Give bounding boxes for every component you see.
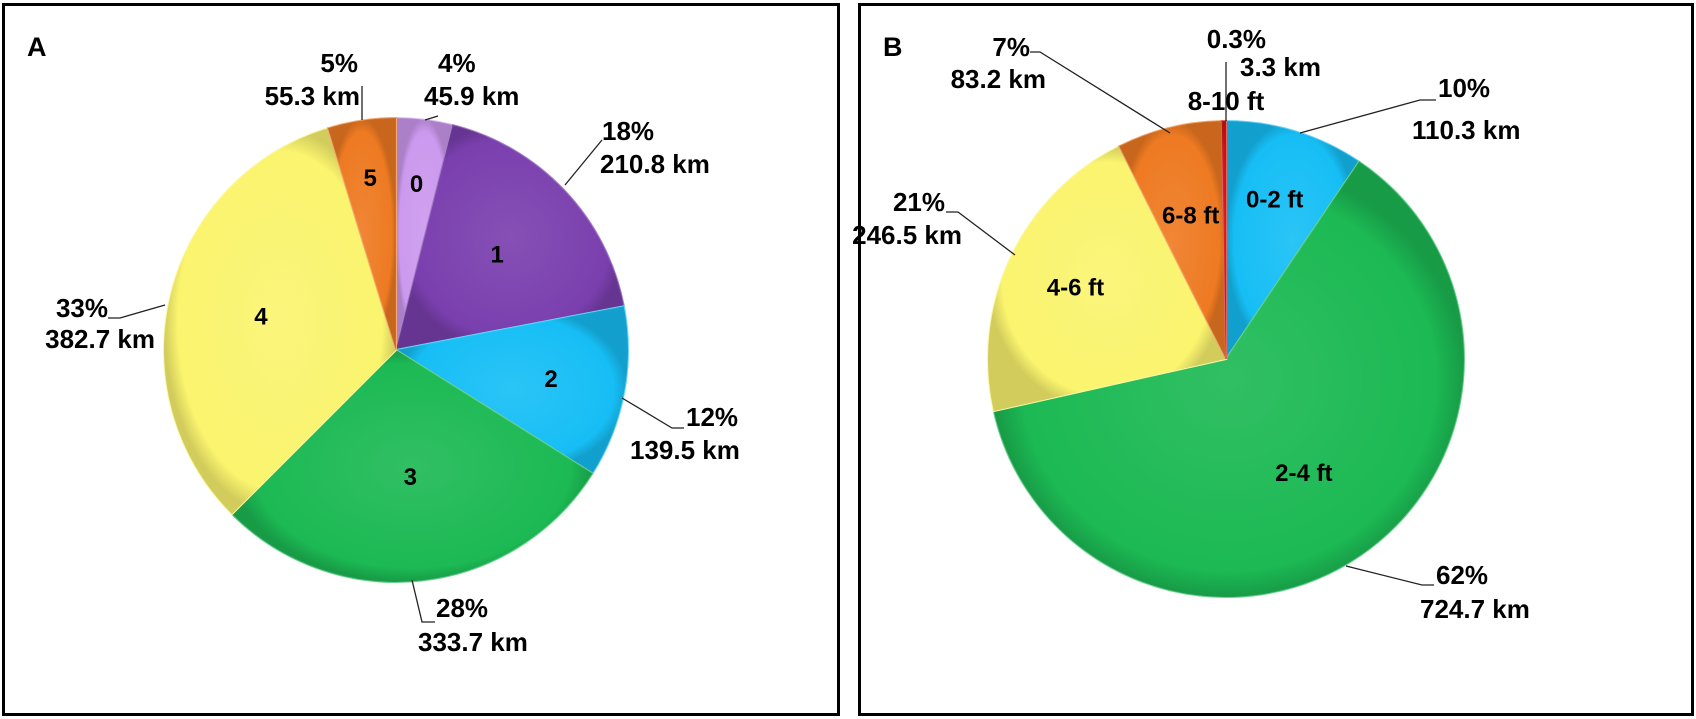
slice-percent-label: 10% — [1438, 73, 1490, 103]
slice-label: 3 — [404, 464, 417, 491]
panel-label: B — [883, 32, 903, 62]
slice-percent-label: 18% — [602, 116, 654, 146]
slice-label: 4-6 ft — [1047, 275, 1104, 302]
slice-length-label: 210.8 km — [600, 149, 710, 179]
pie-slice-shade — [1226, 121, 1360, 359]
slice-label: 0-2 ft — [1246, 187, 1303, 214]
leader-line — [424, 115, 439, 121]
slice-percent-label: 7% — [992, 32, 1030, 62]
leader-line — [946, 211, 1016, 256]
slice-percent-label: 21% — [893, 187, 945, 217]
slice-percent-label: 12% — [686, 402, 738, 432]
pie-labels: 0 4%45.9 km 1 18%210.8 km 2 12%139.5 km 3 28% 33… — [45, 48, 740, 657]
slice-label: 2-4 ft — [1275, 460, 1332, 487]
slice-length-label: 139.5 km — [630, 435, 740, 465]
pie-slice-shade — [1221, 121, 1226, 359]
slice-length-label: 333.7 km — [418, 627, 528, 657]
leader-line — [564, 139, 603, 186]
slice-label: 2 — [544, 366, 557, 393]
pie-slice-shade — [163, 128, 396, 515]
slice-length-label: 246.5 km — [852, 220, 962, 250]
pie-slice-shade — [327, 118, 396, 350]
leader-line — [1299, 99, 1436, 134]
leader-line — [1030, 51, 1171, 134]
leader-line — [108, 304, 166, 319]
slice-percent-label: 28% — [436, 593, 488, 623]
panel-label: A — [27, 32, 47, 62]
slice-label: 6-8 ft — [1162, 203, 1219, 230]
slice-percent-label: 62% — [1436, 560, 1488, 590]
slice-percent-label: 0.3% — [1207, 24, 1266, 54]
slice-length-label: 3.3 km — [1240, 52, 1321, 82]
pie-slice-shade — [396, 306, 628, 474]
slice-length-label: 110.3 km — [1412, 115, 1520, 145]
slice-label: 5 — [364, 165, 377, 192]
slice-length-label: 55.3 km — [265, 81, 360, 111]
slice-length-label: 724.7 km — [1420, 594, 1530, 624]
slice-label: 0 — [410, 171, 423, 198]
slice-length-label: 45.9 km — [424, 81, 519, 111]
pie-slice-shade — [993, 161, 1465, 597]
slice-percent-label: 5% — [320, 48, 358, 78]
leader-line — [621, 397, 684, 429]
pie-slices — [987, 119, 1465, 598]
leader-line — [411, 579, 435, 623]
pie-slice-shade — [1119, 121, 1226, 359]
slice-label: 1 — [491, 241, 504, 268]
pie-slice-shade — [988, 146, 1226, 412]
pie-slice-shade — [396, 125, 624, 350]
pie-slice-shade — [231, 350, 593, 583]
slice-label: 8-10 ft — [1188, 86, 1265, 116]
slice-length-label: 382.7 km — [45, 324, 155, 354]
pie-slices — [163, 116, 629, 583]
pie-labels: 0-2 ft 10% 110.3 km 2-4 ft 62% 724.7 km 4-6 ft… — [852, 24, 1530, 624]
leader-line — [1345, 565, 1434, 586]
slice-label: 4 — [254, 303, 268, 330]
slice-length-label: 83.2 km — [951, 64, 1046, 94]
slice-percent-label: 33% — [56, 293, 108, 323]
slice-percent-label: 4% — [438, 48, 476, 78]
